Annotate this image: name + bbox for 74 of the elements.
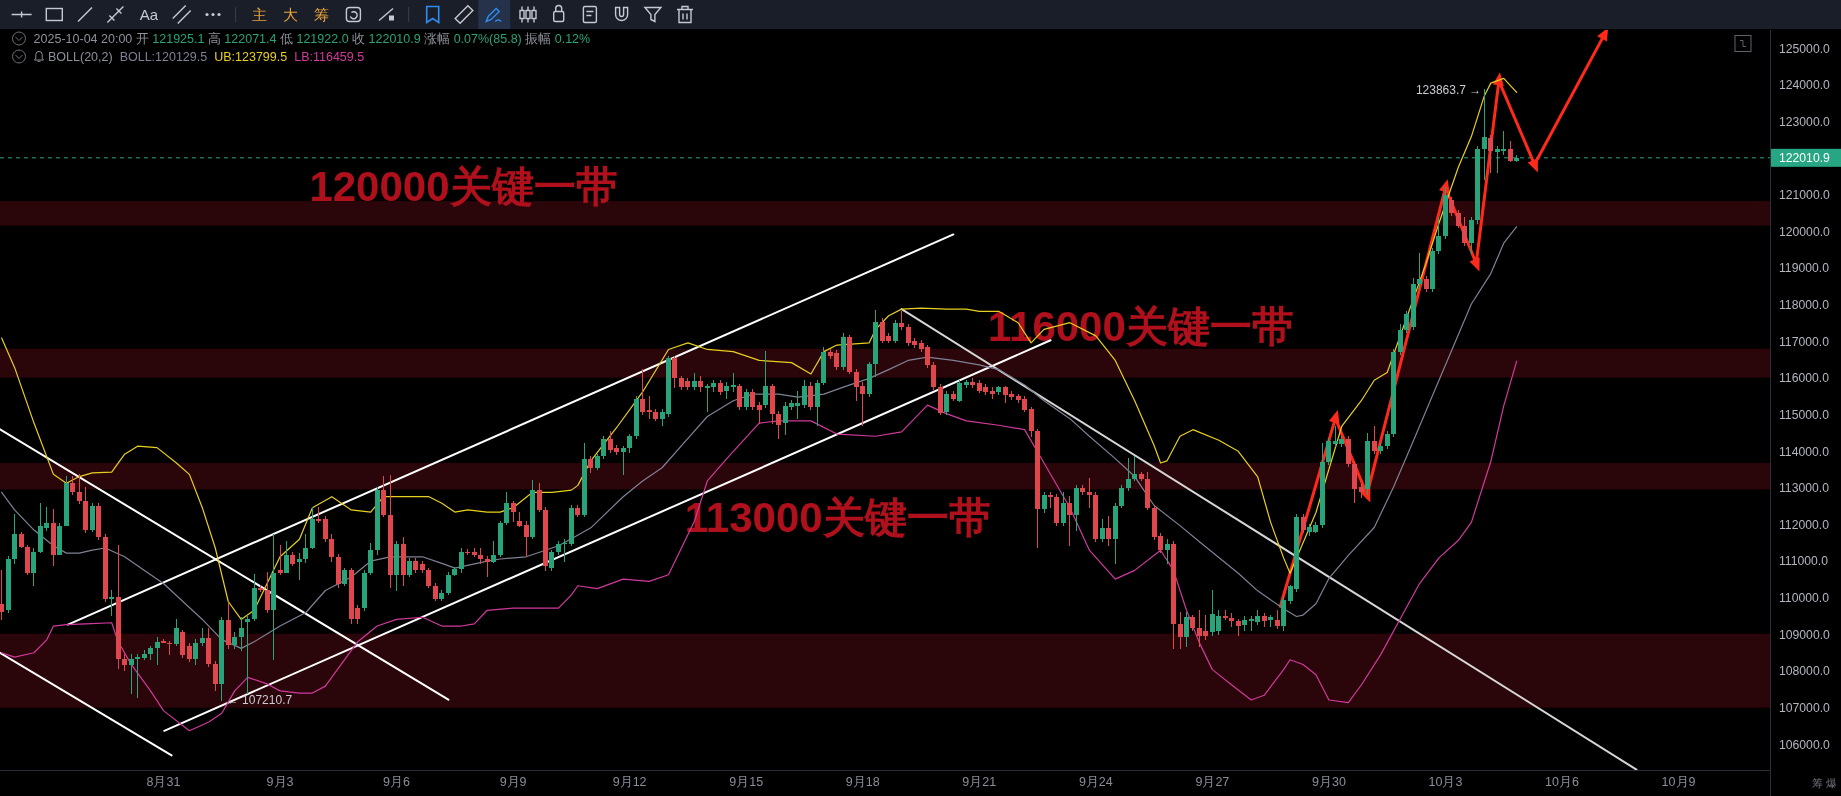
y-tick-label: 110000.0 (1779, 591, 1830, 606)
annotation: ← 107210.7 (226, 693, 293, 707)
candlestick (0, 570, 4, 620)
y-tick-label: 115000.0 (1779, 407, 1830, 422)
x-tick-label: 9月3 (266, 775, 294, 789)
y-tick-label: 125000.0 (1779, 41, 1831, 56)
x-tick-label: 9月12 (612, 775, 647, 789)
candlestick (129, 654, 134, 694)
y-tick-label: 112000.0 (1779, 517, 1830, 532)
text: 筹 爆 (1811, 777, 1837, 789)
candlestick (316, 507, 321, 523)
y-tick-label: 114000.0 (1779, 444, 1830, 459)
x-tick-label: 10月6 (1545, 775, 1579, 789)
candlestick (485, 556, 490, 577)
text: Aa (139, 6, 159, 23)
candlestick (1229, 613, 1234, 627)
y-tick-label: 123000.0 (1779, 114, 1831, 129)
y-tick-label: 109000.0 (1779, 627, 1831, 642)
point (1597, 30, 1609, 42)
x-tick-label: 9月24 (1078, 775, 1113, 789)
candlestick (647, 396, 652, 419)
line-series (1, 226, 1518, 649)
y-tick-label: 116000.0 (1779, 371, 1830, 386)
candlestick (1417, 253, 1422, 289)
legend: BOLL(20,2) BOLL:120129.5 UB:123799.5 LB:116459.5 (48, 50, 365, 64)
annotation: 123863.7 → (1415, 82, 1482, 97)
candlestick (1223, 610, 1228, 620)
candlestick (1048, 492, 1053, 508)
y-tick-label: 113000.0 (1779, 481, 1830, 496)
y-tick-label: 106000.0 (1779, 737, 1831, 752)
band-label: 120000关键一带 (309, 163, 618, 211)
candlestick (297, 553, 302, 580)
y-tick-label: 107000.0 (1779, 701, 1831, 716)
x-tick-label: 9月27 (1195, 775, 1230, 789)
y-tick-label: 124000.0 (1779, 78, 1831, 93)
x-tick-label: 9月21 (962, 775, 997, 789)
candlestick (1087, 478, 1092, 508)
y-tick-label: 108000.0 (1779, 664, 1831, 679)
candlestick (278, 545, 283, 575)
point (1469, 257, 1480, 272)
candlestick (135, 654, 140, 698)
x-tick-label: 9月9 (499, 775, 527, 789)
candlestick (155, 637, 160, 665)
x-tick-label: 9月6 (383, 775, 411, 789)
candlestick (245, 615, 250, 694)
candlestick (109, 590, 114, 616)
point (1527, 158, 1538, 173)
candlestick (167, 641, 172, 655)
candlestick (1132, 456, 1137, 481)
y-tick-label: 119000.0 (1779, 261, 1830, 276)
text: 筹 (313, 6, 329, 23)
y-tick-label: 111000.0 (1779, 554, 1829, 569)
y-tick-label: 117000.0 (1779, 334, 1830, 349)
x-tick-label: 9月15 (729, 775, 764, 789)
candlestick (562, 539, 567, 562)
x-tick-label: 9月18 (845, 775, 880, 789)
line-series (1, 360, 1518, 732)
point (1328, 410, 1340, 425)
candlestick (731, 373, 736, 392)
x-tick-label: 10月9 (1661, 775, 1696, 789)
candlestick (621, 446, 626, 475)
y-tick-label: 118000.0 (1779, 298, 1830, 313)
candlestick (465, 549, 470, 555)
text: 大 (282, 6, 298, 23)
x-tick-label: 8月31 (146, 775, 181, 789)
text: 主 (252, 6, 268, 23)
x-tick-label: 9月30 (1311, 775, 1346, 789)
text: 2025-10-04 20:00 开 121925.1 高 122071.4 低 121922.0 收 122010.9 涨幅 0.07%(85.8) 振幅 0.12% (33, 32, 591, 46)
point (1439, 179, 1450, 194)
candlestick (899, 311, 904, 330)
y-tick-label: 121000.0 (1779, 188, 1831, 203)
ref-line-label: 122010.9 (1779, 151, 1831, 166)
x-tick-label: 10月3 (1428, 775, 1463, 789)
y-tick-label: 120000.0 (1779, 224, 1831, 239)
